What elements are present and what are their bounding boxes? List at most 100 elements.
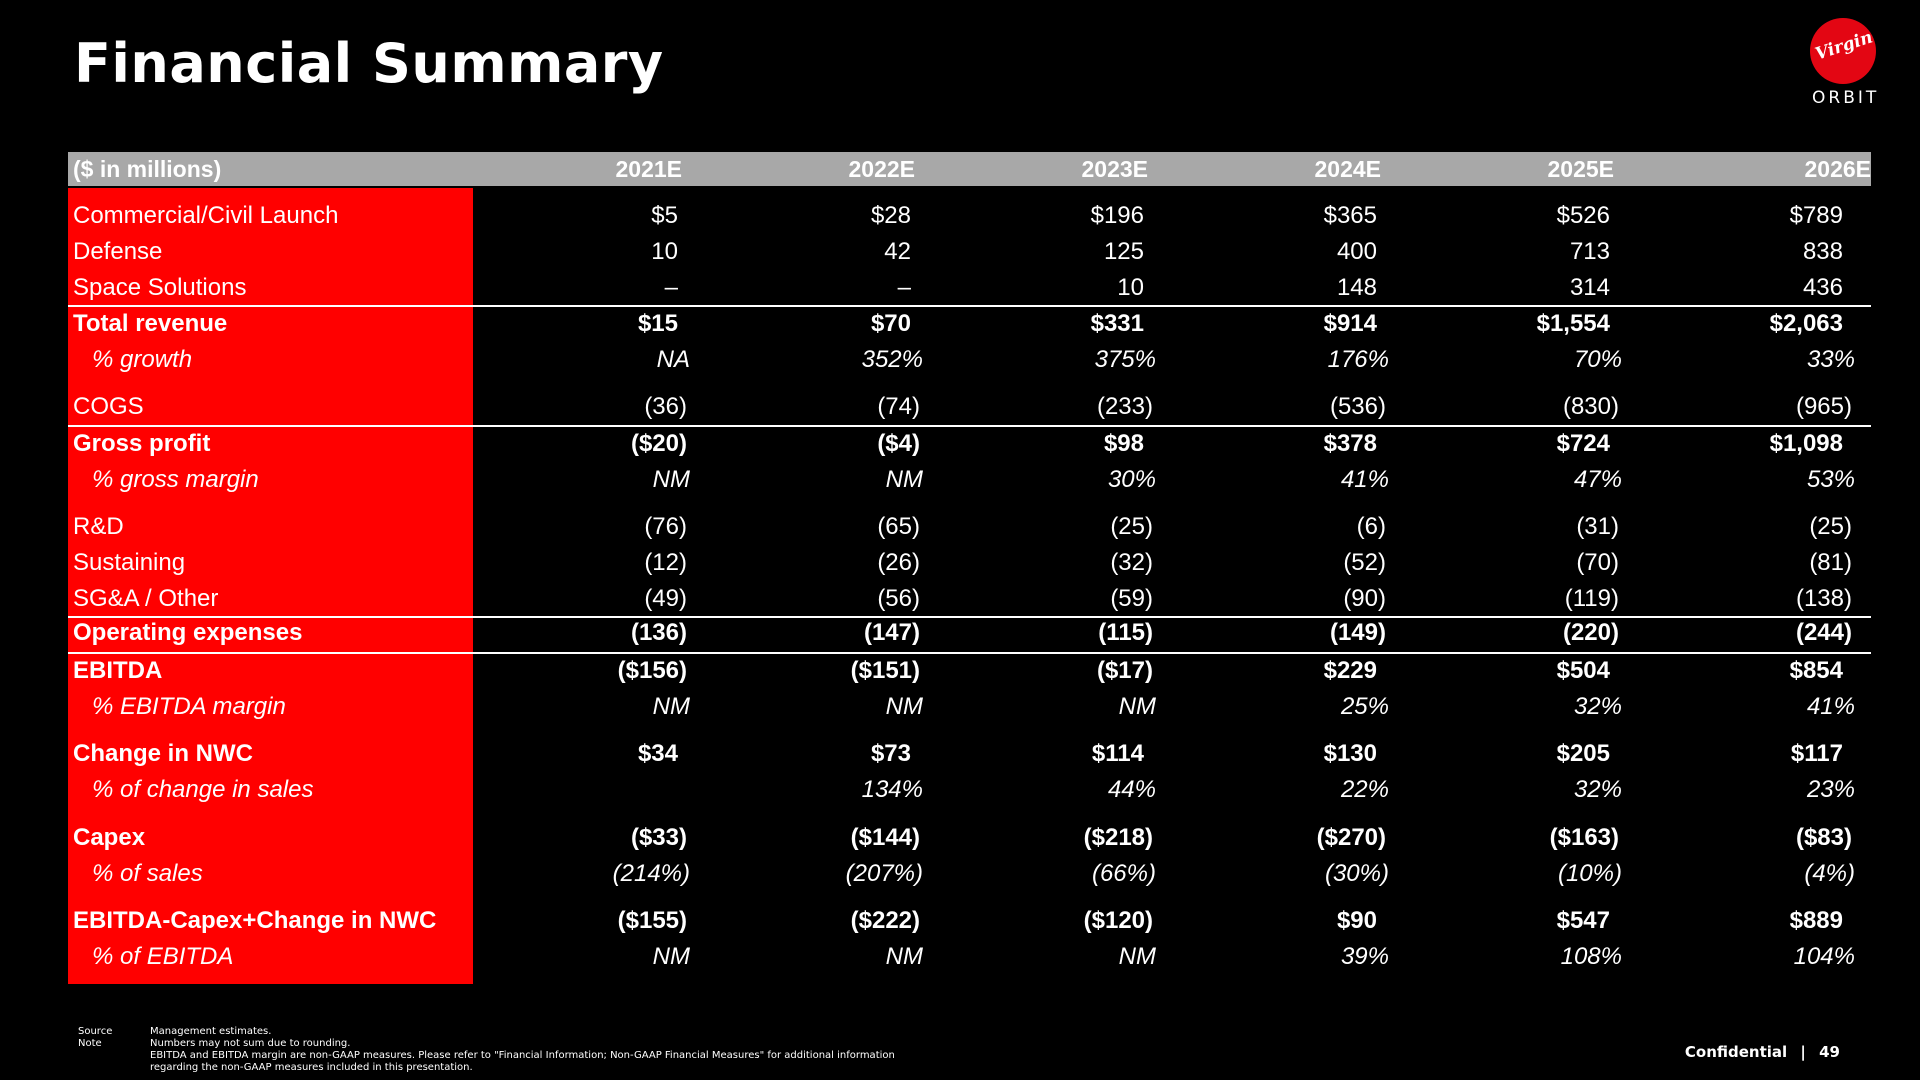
cell-2021e: 10	[651, 238, 678, 265]
cell-2026e: 436	[1802, 274, 1843, 301]
row-label: Change in NWC	[73, 740, 253, 767]
cell-2023e: 30%	[1107, 466, 1156, 493]
source-text: Management estimates.	[150, 1026, 272, 1037]
cell-2022e: ($144)	[850, 824, 920, 851]
cell-2021e: (12)	[644, 549, 687, 576]
cell-2024e: 148	[1336, 274, 1377, 301]
cell-2023e: (66%)	[1091, 860, 1156, 887]
cell-2025e: 32%	[1573, 693, 1622, 720]
cell-2023e: $331	[1090, 310, 1144, 337]
cell-2026e: $889	[1789, 907, 1843, 934]
cell-2022e: NM	[885, 693, 923, 720]
cell-2026e: $789	[1789, 202, 1843, 229]
cell-2025e: (830)	[1562, 393, 1619, 420]
cell-2025e: 713	[1569, 238, 1610, 265]
cell-2026e: 838	[1802, 238, 1843, 265]
note-line-2: EBITDA and EBITDA margin are non-GAAP me…	[150, 1050, 895, 1061]
row-label: Commercial/Civil Launch	[73, 202, 339, 229]
cell-2026e: (965)	[1795, 393, 1852, 420]
cell-2025e: (220)	[1562, 619, 1619, 646]
cell-2025e: 70%	[1573, 346, 1622, 373]
cell-2024e: ($270)	[1316, 824, 1386, 851]
cell-2025e: $504	[1556, 657, 1610, 684]
source-key: Source	[78, 1026, 113, 1037]
row-label: Operating expenses	[73, 619, 303, 646]
cell-2021e: $5	[651, 202, 678, 229]
row-label: EBITDA	[73, 657, 163, 684]
table-row: Operating expenses (136) (147) (115) (149) (2…	[68, 617, 1871, 651]
table-row: Total revenue $15 $70 $331 $914 $1,554 $2,063	[68, 308, 1871, 342]
table-row: Change in NWC $34 $73 $114 $130 $205 $117	[68, 738, 1871, 772]
cell-2023e: (233)	[1096, 393, 1153, 420]
table-row: Space Solutions – – 10 148 314 436	[68, 272, 1871, 306]
cell-2024e: $365	[1323, 202, 1377, 229]
cell-2025e: (119)	[1564, 585, 1619, 612]
cell-2022e: NM	[885, 943, 923, 970]
cell-2024e: $378	[1323, 430, 1377, 457]
cell-2023e: ($120)	[1083, 907, 1153, 934]
cell-2021e: (136)	[630, 619, 687, 646]
cell-2026e: (244)	[1795, 619, 1852, 646]
cell-2021e: ($155)	[617, 907, 687, 934]
cell-2025e: 108%	[1560, 943, 1622, 970]
page-number: 49	[1819, 1043, 1840, 1061]
cell-2022e: $73	[870, 740, 911, 767]
header-year-2024e: 2024E	[1314, 156, 1381, 182]
cell-2021e: $34	[637, 740, 678, 767]
cell-2025e: $205	[1556, 740, 1610, 767]
cell-2026e: 33%	[1806, 346, 1855, 373]
logo-orbit-text: ORBIT	[1812, 88, 1880, 108]
header-year-2026e: 2026E	[1804, 156, 1871, 182]
divider-line	[68, 425, 1871, 427]
cell-2021e: –	[664, 274, 678, 301]
cell-2022e: (26)	[877, 549, 920, 576]
cell-2023e: NM	[1118, 693, 1156, 720]
label-column-background	[68, 188, 473, 984]
cell-2022e: 134%	[861, 776, 923, 803]
header-year-2023e: 2023E	[1081, 156, 1148, 182]
cell-2024e: $130	[1323, 740, 1377, 767]
table-row: % of EBITDA NM NM NM 39% 108% 104%	[68, 941, 1871, 975]
footer-separator: |	[1800, 1043, 1806, 1061]
row-label: % of EBITDA	[92, 943, 234, 970]
row-label: EBITDA-Capex+Change in NWC	[73, 907, 437, 934]
row-label: SG&A / Other	[73, 585, 219, 612]
row-label: % growth	[92, 346, 193, 373]
cell-2025e: 314	[1569, 274, 1610, 301]
cell-2021e: NM	[652, 466, 690, 493]
cell-2022e: NM	[885, 466, 923, 493]
divider-line	[68, 652, 1871, 654]
cell-2024e: 176%	[1327, 346, 1389, 373]
cell-2026e: (4%)	[1804, 860, 1855, 887]
cell-2023e: 125	[1103, 238, 1144, 265]
cell-2021e: $15	[637, 310, 678, 337]
virgin-orbit-logo: Virgin ORBIT	[1806, 14, 1906, 110]
table-row: % of sales (214%) (207%) (66%) (30%) (10%) (4%…	[68, 858, 1871, 892]
cell-2024e: $914	[1323, 310, 1377, 337]
header-year-2025e: 2025E	[1547, 156, 1614, 182]
cell-2026e: $854	[1789, 657, 1843, 684]
cell-2024e: $90	[1336, 907, 1377, 934]
cell-2023e: (59)	[1110, 585, 1153, 612]
cell-2024e: (30%)	[1324, 860, 1389, 887]
cell-2021e: ($20)	[630, 430, 687, 457]
cell-2025e: (10%)	[1557, 860, 1622, 887]
note-key: Note	[78, 1038, 102, 1049]
cell-2024e: (52)	[1343, 549, 1386, 576]
logo-circle	[1810, 18, 1876, 84]
cell-2025e: $724	[1556, 430, 1610, 457]
cell-2021e: NA	[656, 346, 690, 373]
note-line-3: regarding the non-GAAP measures included…	[150, 1062, 473, 1073]
cell-2021e: NM	[652, 693, 690, 720]
cell-2024e: (536)	[1329, 393, 1386, 420]
cell-2022e: –	[897, 274, 911, 301]
cell-2022e: (207%)	[845, 860, 923, 887]
cell-2022e: ($222)	[850, 907, 920, 934]
table-row: Sustaining (12) (26) (32) (52) (70) (81)	[68, 547, 1871, 581]
cell-2025e: ($163)	[1549, 824, 1619, 851]
cell-2021e: (214%)	[612, 860, 690, 887]
cell-2026e: 53%	[1806, 466, 1855, 493]
header-year-2022e: 2022E	[848, 156, 915, 182]
cell-2026e: $1,098	[1769, 430, 1843, 457]
cell-2021e: (36)	[644, 393, 687, 420]
